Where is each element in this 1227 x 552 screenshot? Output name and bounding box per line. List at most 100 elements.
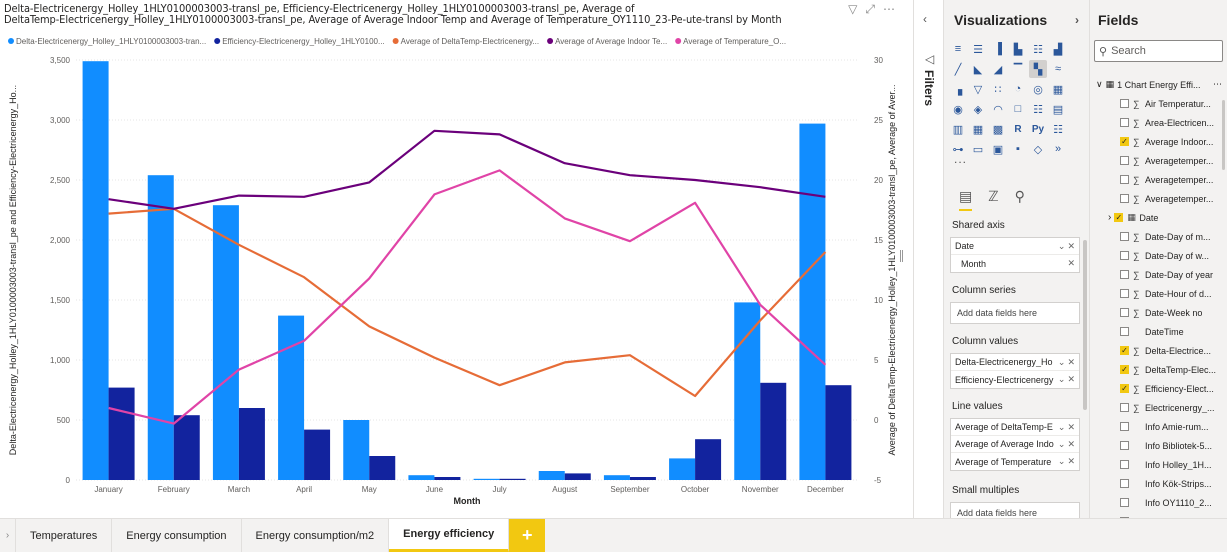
chevron-down-icon[interactable]: ⌄ xyxy=(1057,240,1066,251)
field-item[interactable]: Info Amie-rum... xyxy=(1090,417,1227,436)
field-checkbox[interactable] xyxy=(1120,99,1129,108)
well-field-avg-deltatemp[interactable]: Average of DeltaTemp-E ⌄ ✕ xyxy=(951,419,1079,436)
focus-mode-icon[interactable]: ⤢ xyxy=(865,2,875,16)
viz-scrollbar[interactable] xyxy=(1083,240,1087,410)
100-bar-icon[interactable]: ☷ xyxy=(1033,43,1043,56)
field-checkbox[interactable] xyxy=(1120,441,1129,450)
waterfall-icon[interactable]: ▗ xyxy=(953,83,963,96)
chevron-left-icon[interactable]: ‹ xyxy=(923,12,927,26)
field-item[interactable]: ∑ Averagetemper... xyxy=(1090,170,1227,189)
tab-scroll-left-icon[interactable]: › xyxy=(0,519,16,552)
more-visuals-icon[interactable]: ... xyxy=(954,152,968,166)
chevron-right-icon[interactable]: › xyxy=(1075,13,1079,27)
matrix-icon[interactable]: ▩ xyxy=(992,123,1004,136)
clustered-bar-icon[interactable]: ☰ xyxy=(973,43,983,56)
analytics-icon[interactable]: ⚲ xyxy=(1014,188,1025,204)
field-item[interactable]: ✓ ∑ Average Indoor... xyxy=(1090,132,1227,151)
field-item[interactable]: Info Bibliotek-5... xyxy=(1090,436,1227,455)
map-icon[interactable]: ◉ xyxy=(953,103,963,116)
field-checkbox[interactable] xyxy=(1120,175,1129,184)
more-options-icon[interactable]: ⋯ xyxy=(1213,79,1222,89)
paginated-icon[interactable]: ▪ xyxy=(1016,143,1020,155)
build-visual-icon[interactable]: ▤ xyxy=(959,188,973,211)
filter-icon[interactable]: ▽ xyxy=(848,2,858,16)
well-field-month[interactable]: Month ✕ xyxy=(961,258,1075,269)
shared-axis-well[interactable]: Date ⌄ ✕ Month ✕ xyxy=(950,237,1080,273)
tab-temperatures[interactable]: Temperatures xyxy=(16,519,113,552)
100-column-icon[interactable]: ▟ xyxy=(1053,43,1063,56)
treemap-icon[interactable]: ▦ xyxy=(1052,83,1064,96)
close-icon[interactable]: ✕ xyxy=(1067,456,1075,466)
well-field-efficiency[interactable]: Efficiency-Electricenergy ⌄ ✕ xyxy=(955,374,1075,385)
field-checkbox[interactable] xyxy=(1120,118,1129,127)
line-chart-icon[interactable]: ╱ xyxy=(954,63,962,76)
line-clustered-column-icon[interactable]: ▚ xyxy=(1029,60,1047,78)
field-item[interactable]: ∑ Date-Day of m... xyxy=(1090,227,1227,246)
resize-handle[interactable] xyxy=(900,250,903,262)
field-checkbox[interactable] xyxy=(1120,156,1129,165)
r-visual-icon[interactable]: R xyxy=(1014,123,1022,135)
key-influencers-icon[interactable]: ☷ xyxy=(1053,123,1063,136)
well-field-avg-indoor[interactable]: Average of Average Indo ⌄ ✕ xyxy=(951,436,1079,453)
close-icon[interactable]: ✕ xyxy=(1067,258,1075,268)
chevron-down-icon[interactable]: ∨ xyxy=(1096,79,1103,89)
tab-energy-consumption-m2[interactable]: Energy consumption/m2 xyxy=(241,519,390,552)
tab-energy-consumption[interactable]: Energy consumption xyxy=(112,519,242,552)
field-item[interactable]: ✓ ∑ DeltaTemp-Elec... xyxy=(1090,360,1227,379)
field-checkbox[interactable] xyxy=(1120,194,1129,203)
field-checkbox[interactable] xyxy=(1120,403,1129,412)
area-chart-icon[interactable]: ◣ xyxy=(973,63,983,76)
field-checkbox[interactable]: ✓ xyxy=(1120,365,1129,374)
gauge-icon[interactable]: ◠ xyxy=(993,103,1003,116)
field-checkbox[interactable] xyxy=(1120,270,1129,279)
field-checkbox[interactable] xyxy=(1120,479,1129,488)
python-visual-icon[interactable]: Py xyxy=(1031,123,1045,135)
field-item[interactable]: ∑ Date-Week no xyxy=(1090,303,1227,322)
field-item[interactable]: Info Kök-Strips... xyxy=(1090,474,1227,493)
scatter-icon[interactable]: ∷ xyxy=(994,83,1002,96)
field-item[interactable]: ∑ Date-Day of year xyxy=(1090,265,1227,284)
field-checkbox[interactable] xyxy=(1120,422,1129,431)
line-values-well[interactable]: Average of DeltaTemp-E ⌄ ✕ Average of Av… xyxy=(950,418,1080,471)
chevron-down-icon[interactable]: ⌄ xyxy=(1057,421,1066,432)
field-checkbox[interactable] xyxy=(1120,460,1129,469)
stacked-bar-icon[interactable]: ≡ xyxy=(954,43,962,55)
field-item[interactable]: DateTime xyxy=(1090,322,1227,341)
field-item[interactable]: Info OY1110_2... xyxy=(1090,493,1227,512)
field-checkbox[interactable] xyxy=(1120,308,1129,317)
field-item[interactable]: Info VOC_CO2_... xyxy=(1090,512,1227,518)
well-field-delta[interactable]: Delta-Electricenergy_Ho ⌄ ✕ xyxy=(951,354,1079,371)
field-checkbox[interactable]: ✓ xyxy=(1120,384,1129,393)
slicer-icon[interactable]: ▥ xyxy=(952,123,964,136)
field-item[interactable]: ✓ ∑ Delta-Electrice... xyxy=(1090,341,1227,360)
pie-icon[interactable]: ◔ xyxy=(1014,83,1022,95)
close-icon[interactable]: ✕ xyxy=(1067,356,1075,367)
field-table-header[interactable]: ∨ ▦ 1 Chart Energy Effi... ⋯ xyxy=(1090,75,1227,94)
stacked-area-icon[interactable]: ◢ xyxy=(993,63,1003,76)
well-field-avg-temperature[interactable]: Average of Temperature ⌄ ✕ xyxy=(955,456,1075,467)
line-stacked-column-icon[interactable]: ▔ xyxy=(1013,63,1023,76)
chevron-down-icon[interactable]: ⌄ xyxy=(1057,356,1066,367)
tab-energy-efficiency[interactable]: Energy efficiency xyxy=(389,519,510,552)
filters-pane[interactable]: ‹ ◁ Filters xyxy=(913,0,943,518)
chevron-down-icon[interactable]: ⌄ xyxy=(1057,374,1066,384)
chevron-down-icon[interactable]: ⌄ xyxy=(1057,456,1066,466)
field-item[interactable]: ∑ Electricenergy_... xyxy=(1090,398,1227,417)
add-data-fields-placeholder[interactable]: Add data fields here xyxy=(957,508,1038,518)
donut-icon[interactable]: ◎ xyxy=(1033,83,1043,96)
ribbon-chart-icon[interactable]: ≈ xyxy=(1054,63,1062,75)
field-checkbox[interactable] xyxy=(1120,327,1129,336)
filled-map-icon[interactable]: ◈ xyxy=(973,103,983,116)
power-apps-icon[interactable]: ◇ xyxy=(1033,143,1043,156)
power-automate-icon[interactable]: » xyxy=(1054,143,1062,155)
field-checkbox[interactable]: ✓ xyxy=(1114,213,1124,222)
table-icon[interactable]: ▦ xyxy=(972,123,984,136)
small-multiples-well[interactable]: Add data fields here xyxy=(950,502,1080,518)
field-checkbox[interactable] xyxy=(1120,498,1129,507)
add-data-fields-placeholder[interactable]: Add data fields here xyxy=(957,308,1038,318)
field-item[interactable]: ∑ Area-Electricen... xyxy=(1090,113,1227,132)
more-options-icon[interactable]: ⋯ xyxy=(883,2,895,16)
field-item[interactable]: ∑ Date-Day of w... xyxy=(1090,246,1227,265)
close-icon[interactable]: ✕ xyxy=(1067,240,1075,251)
smart-narrative-icon[interactable]: ▣ xyxy=(992,143,1004,156)
